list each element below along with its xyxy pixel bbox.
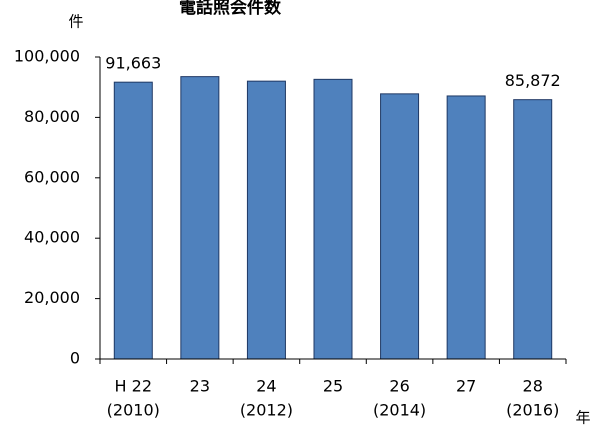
y-tick-label: 20,000 <box>24 288 80 307</box>
bar <box>446 95 486 360</box>
x-tick-label: 25 <box>323 377 343 396</box>
x-tick-sublabel: (2014) <box>373 401 426 420</box>
y-tick-label: 40,000 <box>24 228 80 247</box>
data-label: 91,663 <box>105 54 161 73</box>
bar <box>380 93 420 360</box>
data-label: 85,872 <box>505 71 561 90</box>
x-tick-label: 24 <box>256 377 276 396</box>
y-axis-unit: 件 <box>68 13 83 31</box>
y-tick-label: 80,000 <box>24 107 80 126</box>
y-tick-label: 100,000 <box>14 47 80 66</box>
y-tick-label: 0 <box>70 349 80 368</box>
bar <box>113 81 153 360</box>
x-tick-label: 27 <box>456 377 476 396</box>
x-tick-sublabel: (2016) <box>506 401 559 420</box>
bar <box>246 80 286 360</box>
x-axis-unit: 年 <box>575 409 590 427</box>
bar <box>313 78 353 360</box>
bar-series <box>113 76 553 360</box>
chart-title: 電話照会件数 <box>179 0 282 18</box>
x-tick-label: 26 <box>389 377 409 396</box>
bar <box>180 76 220 360</box>
x-tick-label: 23 <box>190 377 210 396</box>
x-tick-sublabel: (2012) <box>240 401 293 420</box>
y-tick-label: 60,000 <box>24 167 80 186</box>
bar <box>513 99 553 360</box>
data-labels: 91,663 85,872 <box>105 54 560 90</box>
axes <box>99 57 567 364</box>
x-tick-label: H 22 <box>115 377 152 396</box>
x-axis-labels: H 22 (2010) 23 24 (2012) 25 26 (2014) 27 28 (2016) <box>107 377 560 420</box>
y-axis-ticks: 0 20,000 40,000 60,000 80,000 100,000 <box>14 47 100 368</box>
x-tick-label: 28 <box>523 377 543 396</box>
x-tick-sublabel: (2010) <box>107 401 160 420</box>
